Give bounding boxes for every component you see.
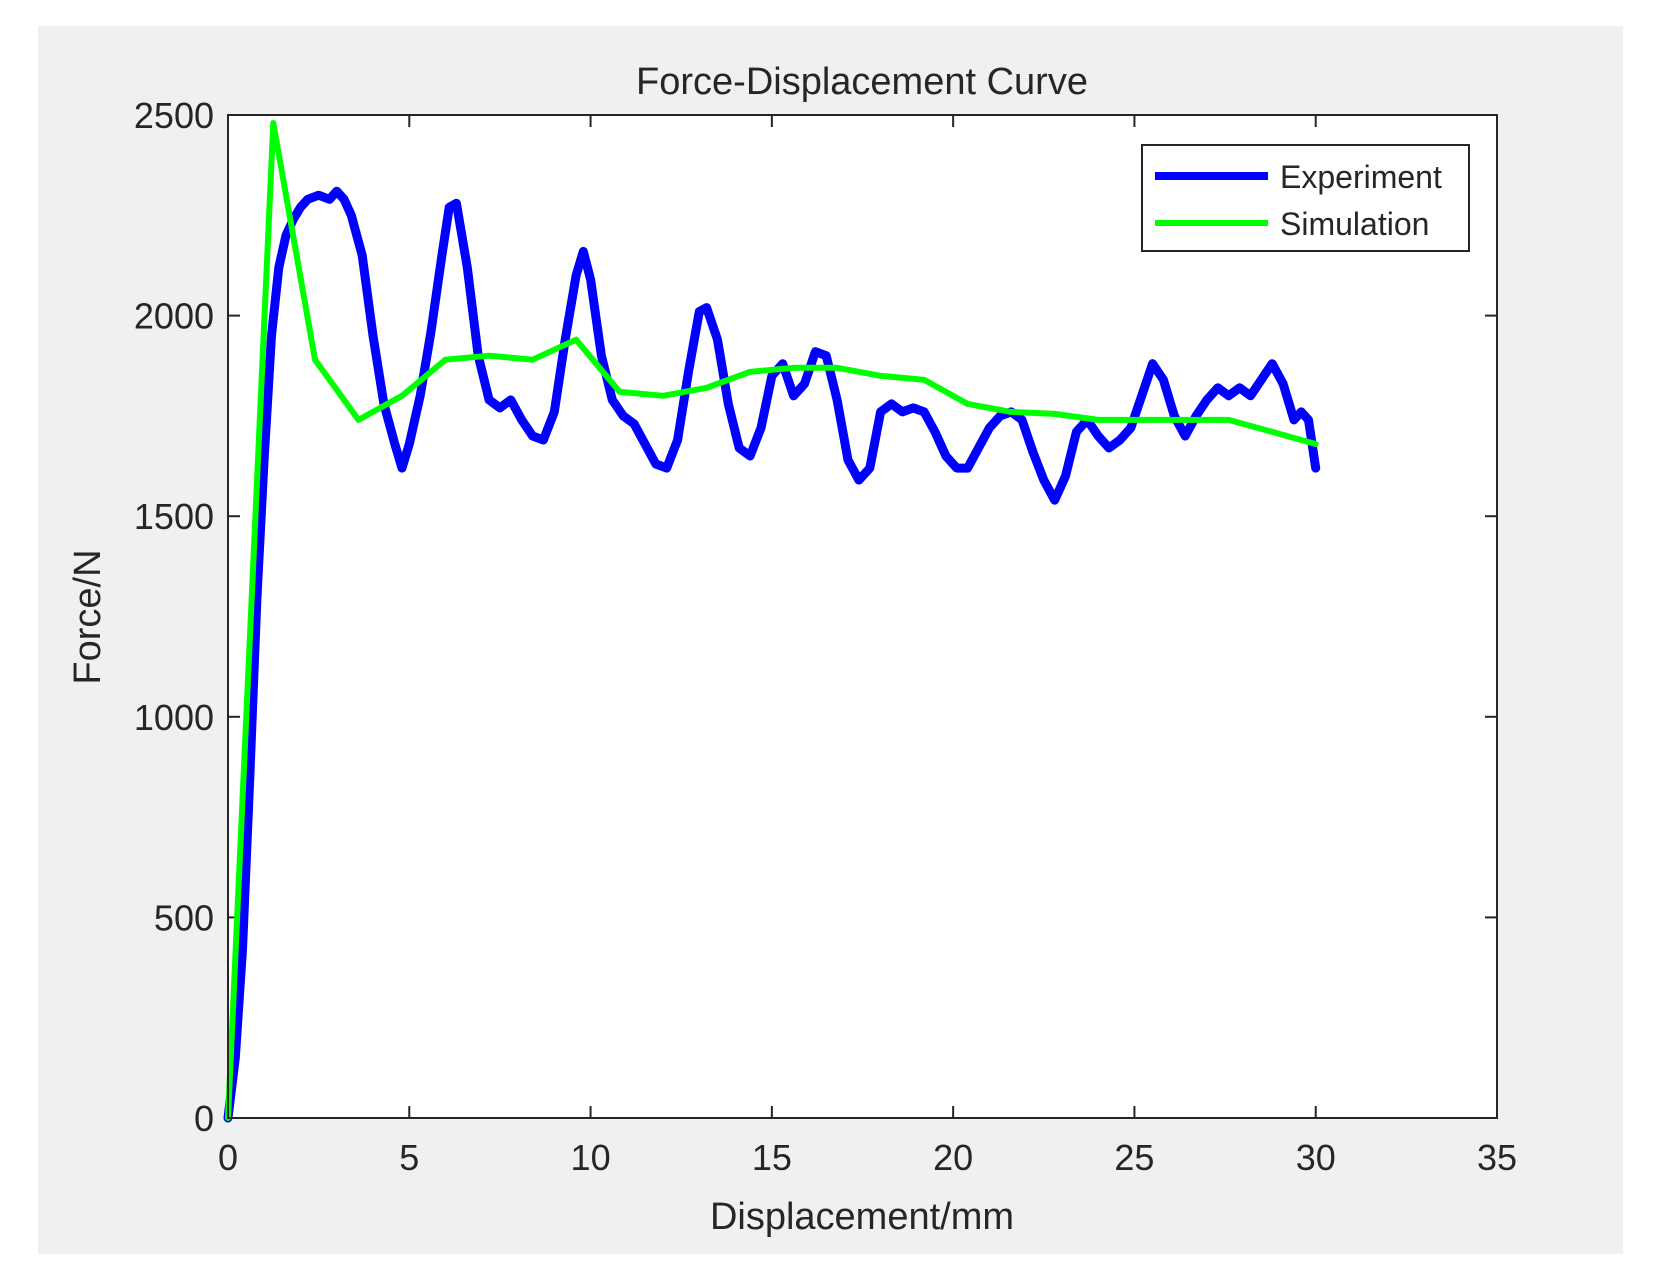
y-axis-ticks: 0 500 1000 1500 2000 2500 (134, 95, 1497, 1139)
x-tick-label-6: 30 (1296, 1137, 1336, 1178)
x-axis-ticks: 0 5 10 15 20 25 30 35 (218, 115, 1517, 1178)
x-tick-label-1: 5 (399, 1137, 419, 1178)
x-tick-label-3: 15 (752, 1137, 792, 1178)
legend-label-simulation: Simulation (1280, 206, 1429, 242)
x-tick-label-5: 25 (1114, 1137, 1154, 1178)
legend-box (1141, 144, 1470, 252)
y-tick-label-5: 2500 (134, 95, 214, 136)
series-layer (223, 120, 1321, 1123)
y-axis-title: Force/N (67, 549, 109, 684)
series-line-simulation (225, 120, 1319, 1121)
plot-area (228, 115, 1497, 1118)
y-tick-label-2: 1000 (134, 697, 214, 738)
chart-title: Force-Displacement Curve (636, 61, 1088, 103)
x-tick-label-7: 35 (1477, 1137, 1517, 1178)
legend: Experiment Simulation (1141, 144, 1470, 252)
y-tick-label-0: 0 (194, 1098, 214, 1139)
x-tick-label-2: 10 (571, 1137, 611, 1178)
series-line-experiment (223, 186, 1321, 1123)
x-tick-label-0: 0 (218, 1137, 238, 1178)
y-tick-label-1: 500 (154, 897, 214, 938)
legend-label-experiment: Experiment (1280, 159, 1442, 195)
plot-area-border (227, 114, 1498, 1119)
x-axis-title: Displacement/mm (710, 1196, 1014, 1238)
y-tick-label-3: 1500 (134, 496, 214, 537)
x-tick-label-4: 20 (933, 1137, 973, 1178)
y-tick-label-4: 2000 (134, 296, 214, 337)
